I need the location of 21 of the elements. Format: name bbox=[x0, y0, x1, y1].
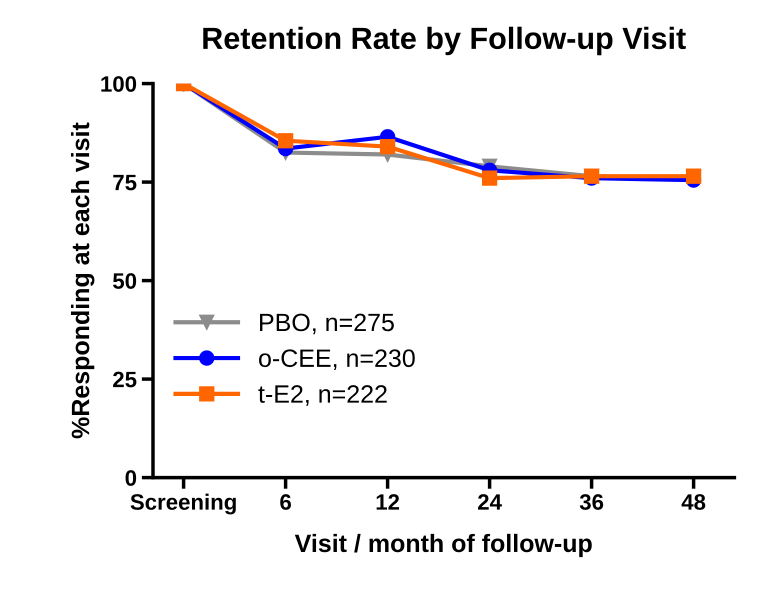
legend-label: t-E2, n=222 bbox=[258, 385, 387, 406]
y-axis-title: %Responding at each visit bbox=[70, 122, 94, 438]
x-tick-label: 24 bbox=[478, 494, 502, 510]
legend-label: PBO, n=275 bbox=[260, 314, 394, 334]
point bbox=[278, 133, 294, 148]
y-tick-label: 0 bbox=[126, 470, 136, 486]
point bbox=[482, 170, 498, 186]
x-tick-label: 36 bbox=[580, 494, 604, 510]
legend-label: o-CEE, n=230 bbox=[259, 349, 415, 370]
chart-title: Retention Rate by Follow-up Visit bbox=[203, 26, 686, 56]
x-tick-label: Screening bbox=[130, 494, 236, 514]
point bbox=[380, 138, 396, 154]
y-tick-label: 100 bbox=[101, 76, 136, 92]
point bbox=[686, 168, 702, 184]
x-tick-label: 48 bbox=[682, 494, 706, 510]
y-tick-label: 50 bbox=[112, 273, 136, 289]
y-tick-label: 25 bbox=[113, 372, 136, 388]
x-tick-label: 6 bbox=[280, 494, 291, 510]
x-tick-label: 12 bbox=[376, 494, 400, 510]
y-tick-label: 75 bbox=[113, 174, 136, 190]
x-axis-title: Visit / month of follow-up bbox=[294, 534, 592, 558]
